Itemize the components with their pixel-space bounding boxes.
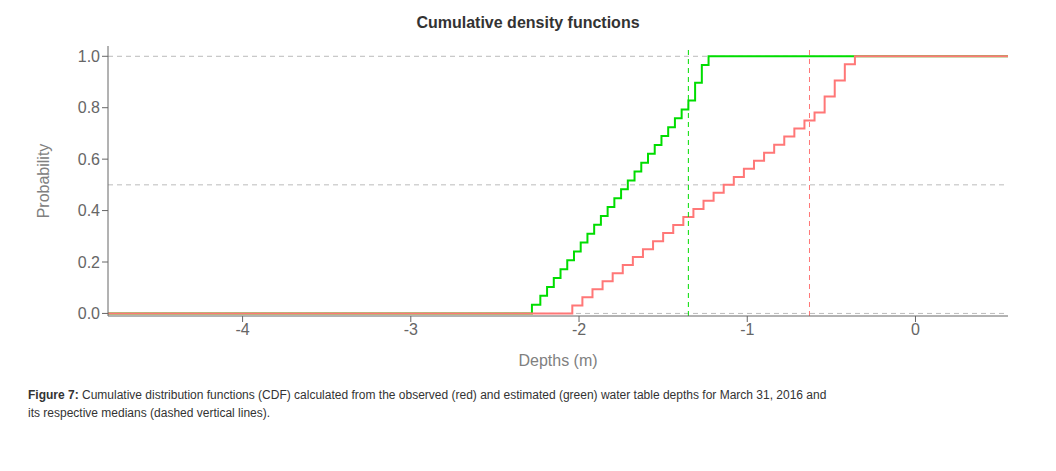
svg-text:-1: -1 [740, 321, 754, 338]
svg-text:Probability: Probability [35, 144, 52, 219]
svg-text:0: 0 [911, 321, 920, 338]
svg-text:-3: -3 [404, 321, 418, 338]
html-text:its respective medians (dashed: its respective medians (dashed vertical … [28, 406, 271, 420]
svg-text:Depths (m): Depths (m) [518, 352, 597, 369]
svg-text:0.8: 0.8 [78, 99, 100, 116]
svg-text:0.4: 0.4 [78, 202, 100, 219]
svg-text:0.6: 0.6 [78, 151, 100, 168]
svg-text:0.2: 0.2 [78, 254, 100, 271]
html-text:Figure 7: Cumulative distribut: Figure 7: Cumulative distribution functi… [28, 388, 827, 402]
svg-text:-4: -4 [235, 321, 249, 338]
html-text:Cumulative density functions: Cumulative density functions [416, 14, 640, 31]
svg-text:1.0: 1.0 [78, 48, 100, 65]
svg-text:-2: -2 [572, 321, 586, 338]
svg-text:0.0: 0.0 [78, 305, 100, 322]
